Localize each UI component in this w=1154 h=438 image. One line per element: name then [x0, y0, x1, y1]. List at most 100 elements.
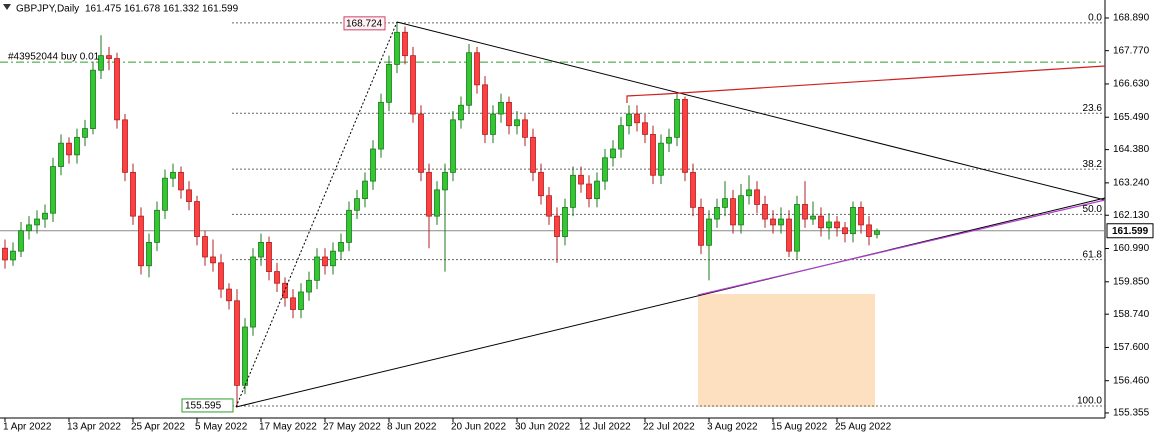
x-tick-label: 30 Jun 2022: [515, 422, 570, 433]
candle-body: [618, 125, 624, 150]
candle-body: [650, 134, 656, 176]
candle-body: [42, 212, 48, 220]
candle-body: [402, 31, 408, 57]
candle-body: [386, 63, 392, 103]
header-symbol: GBPJPY,Daily: [16, 4, 79, 15]
low-label-box: [181, 398, 234, 413]
candle-body: [466, 52, 472, 106]
y-tick-label: 166.630: [1113, 79, 1150, 90]
candle-body: [458, 104, 464, 121]
candle-body: [258, 241, 264, 258]
candle-body: [130, 171, 136, 217]
y-tick-label: 167.770: [1113, 45, 1150, 56]
candle-body: [290, 297, 296, 310]
fibo-label: 61.8: [1083, 249, 1103, 260]
candle-body: [722, 198, 728, 208]
candle-body: [394, 31, 400, 65]
fibo-label: 100.0: [1077, 396, 1102, 407]
candle-body: [754, 189, 760, 205]
x-tick-label: 17 May 2022: [259, 422, 317, 433]
candle-body: [554, 215, 560, 237]
candle-body: [410, 55, 416, 115]
y-tick-label: 168.890: [1113, 13, 1150, 24]
header-open: 161.475: [85, 4, 122, 15]
candle-body: [738, 195, 744, 226]
candle-body: [850, 206, 856, 235]
fibo-label: 0.0: [1088, 12, 1102, 23]
candle-body: [434, 189, 440, 217]
candle-body: [450, 119, 456, 173]
y-tick-label: 156.460: [1113, 375, 1150, 386]
candle-body: [674, 99, 680, 138]
candle-body: [306, 279, 312, 293]
candle-body: [338, 241, 344, 252]
zone-rectangle: [698, 294, 875, 407]
x-tick-label: 25 Apr 2022: [131, 422, 185, 433]
candle-body: [642, 122, 648, 135]
candle-body: [234, 300, 240, 386]
candle-body: [210, 256, 216, 264]
candle-body: [522, 119, 528, 138]
candle-body: [114, 58, 120, 121]
trend-line: [626, 65, 1106, 103]
candle-body: [426, 171, 432, 217]
candle-body: [634, 113, 640, 124]
candle-body: [874, 230, 880, 235]
candle-body: [442, 171, 448, 191]
candle-body: [658, 142, 664, 176]
fibo-label: 50.0: [1083, 204, 1103, 215]
candle-body: [482, 84, 488, 135]
candle-body: [242, 326, 248, 386]
candle-body: [418, 113, 424, 173]
candle-body: [378, 101, 384, 150]
y-tick-label: 165.490: [1113, 112, 1150, 123]
fibo-trend-line: [235, 21, 398, 408]
candle-body: [626, 113, 632, 127]
header-low: 161.332: [163, 4, 200, 15]
candle-body: [794, 204, 800, 252]
candle-body: [538, 171, 544, 197]
candle-body: [370, 148, 376, 182]
candle-body: [154, 209, 160, 243]
bid-box: [1106, 223, 1154, 239]
candle-body: [546, 195, 552, 217]
trend-line: [697, 199, 1106, 296]
x-tick-label: 12 Jul 2022: [579, 422, 631, 433]
x-tick-label: 20 Jun 2022: [451, 422, 506, 433]
x-tick-label: 13 Apr 2022: [67, 422, 121, 433]
fibo-label: 38.2: [1083, 159, 1103, 170]
candle-body: [570, 174, 576, 208]
candle-body: [218, 262, 224, 290]
fibo-label: 23.6: [1083, 103, 1103, 114]
candle-body: [90, 69, 96, 129]
candle-body: [778, 218, 784, 226]
candle-body: [330, 250, 336, 267]
x-tick-label: 22 Jul 2022: [643, 422, 695, 433]
candle-body: [746, 189, 752, 197]
y-tick-label: 157.600: [1113, 342, 1150, 353]
candle-body: [66, 142, 72, 156]
candle-body: [690, 171, 696, 208]
candle-body: [786, 218, 792, 252]
candle-body: [770, 218, 776, 226]
candle-body: [562, 206, 568, 237]
header-close: 161.599: [202, 4, 239, 15]
high-label: 168.724: [346, 18, 383, 29]
candle-body: [186, 189, 192, 202]
x-tick-label: 5 May 2022: [195, 422, 248, 433]
x-tick-label: 15 Aug 2022: [771, 422, 828, 433]
candle-body: [346, 209, 352, 243]
candle-body: [842, 227, 848, 235]
candle-body: [50, 166, 56, 214]
low-label: 155.595: [185, 401, 222, 412]
candle-body: [818, 215, 824, 229]
candle-body: [714, 206, 720, 220]
candle-body: [602, 157, 608, 182]
header-icon: [3, 4, 11, 10]
candle-body: [514, 119, 520, 127]
candle-body: [858, 206, 864, 226]
candle-body: [282, 282, 288, 299]
y-tick-label: 163.240: [1113, 178, 1150, 189]
candle-body: [826, 221, 832, 229]
